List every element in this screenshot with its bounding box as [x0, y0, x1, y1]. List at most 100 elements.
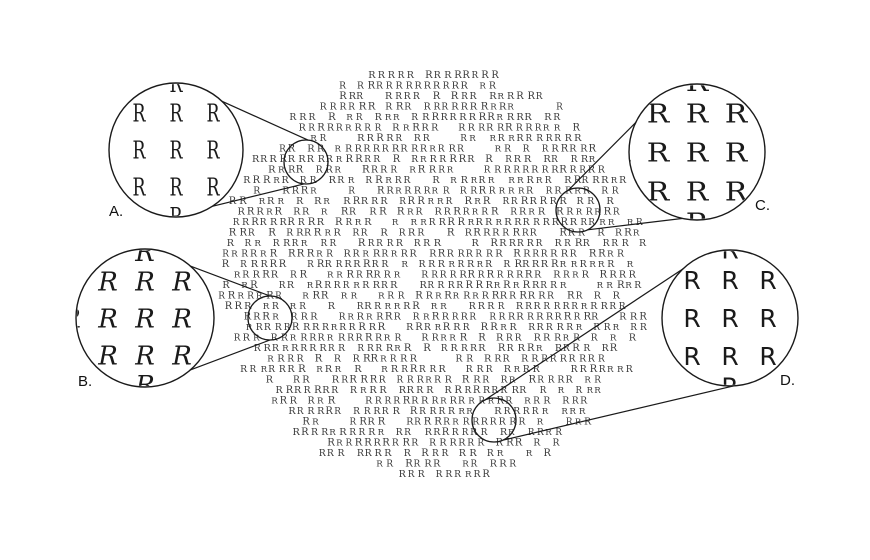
cloud-letter: R	[349, 428, 356, 438]
cloud-letter: R	[458, 260, 465, 270]
cloud-letter: R	[452, 81, 460, 92]
cloud-letter: R	[450, 112, 458, 123]
cloud-letter: R	[466, 365, 474, 375]
cloud-letter: R	[494, 281, 501, 291]
cloud-letter: R	[404, 102, 412, 113]
cloud-letter: R	[471, 460, 478, 470]
cloud-letter: R	[234, 271, 241, 281]
cloud-letter: R	[615, 228, 623, 239]
cloud-letter: R	[253, 312, 261, 323]
cloud-letter: R	[424, 187, 431, 197]
cloud-letter: R	[391, 364, 399, 375]
magnified-letter: R	[97, 267, 118, 297]
cloud-letter: R	[502, 229, 509, 239]
cloud-letter: R	[359, 428, 366, 438]
cloud-letter: R	[369, 207, 377, 218]
cloud-letter: R	[310, 312, 318, 323]
cloud-letter: R	[594, 386, 601, 396]
cloud-letter: R	[292, 186, 300, 197]
cloud-letter: R	[279, 145, 286, 155]
cloud-letter: R	[364, 124, 371, 134]
cloud-letter: R	[309, 343, 317, 354]
cloud-letter: R	[450, 396, 458, 407]
cloud-letter: R	[494, 166, 501, 176]
cloud-letter: R	[387, 292, 394, 302]
cloud-letter: R	[624, 228, 632, 239]
cloud-letter: R	[468, 123, 476, 134]
cloud-letter: R	[448, 281, 456, 291]
cloud-letter: R	[321, 427, 329, 438]
cloud-letter: R	[481, 208, 489, 218]
cloud-letter: R	[512, 385, 520, 396]
cloud-letter: R	[273, 239, 281, 249]
cloud-letter: R	[235, 301, 243, 312]
cloud-letter: R	[594, 208, 601, 218]
cloud-letter: R	[307, 154, 315, 165]
cloud-letter: R	[517, 239, 524, 249]
cloud-letter: R	[378, 70, 386, 81]
cloud-letter: R	[304, 228, 312, 239]
cloud-letter: R	[607, 365, 614, 375]
cloud-letter: R	[487, 270, 495, 281]
cloud-letter: R	[491, 70, 499, 81]
cloud-letter: R	[433, 81, 441, 92]
cloud-letter: R	[364, 217, 372, 228]
cloud-letter: R	[425, 427, 433, 438]
cloud-letter: R	[339, 82, 347, 92]
cloud-letter: R	[509, 376, 516, 386]
cloud-letter: R	[363, 354, 371, 365]
cloud-letter: R	[426, 385, 434, 396]
cloud-letter: R	[554, 333, 562, 344]
magnified-letter: R	[132, 100, 146, 128]
magnified-edge-letter: R	[721, 236, 738, 265]
cloud-letter: R	[417, 196, 425, 207]
cloud-letter: R	[467, 259, 475, 270]
cloud-letter: R	[421, 448, 429, 459]
cloud-letter: R	[492, 228, 500, 239]
cloud-letter: R	[523, 280, 531, 291]
magnified-letter: R	[169, 137, 183, 165]
cloud-letter: R	[419, 365, 426, 375]
cloud-letter: R	[426, 291, 434, 302]
cloud-letter: R	[253, 186, 261, 197]
cloud-letter: R	[630, 323, 637, 333]
cloud-letter: R	[241, 250, 248, 260]
cloud-letter: R	[598, 260, 605, 270]
cloud-letter: R	[384, 270, 392, 281]
cloud-letter: R	[583, 186, 591, 197]
cloud-letter: R	[508, 176, 515, 186]
cloud-letter: R	[354, 364, 362, 375]
cloud-letter: R	[625, 281, 632, 291]
cloud-letter: R	[504, 407, 512, 417]
cloud-letter: R	[617, 365, 624, 375]
cloud-letter: R	[483, 196, 491, 207]
cloud-letter: R	[435, 207, 443, 218]
cloud-letter: R	[262, 312, 270, 323]
cloud-letter: R	[481, 417, 489, 428]
cloud-letter: R	[400, 354, 408, 365]
cloud-letter: R	[407, 376, 414, 386]
magnified-letter: R	[686, 98, 709, 129]
cloud-letter: R	[564, 175, 572, 186]
cloud-letter: R	[433, 91, 441, 102]
magnified-letter: R	[169, 100, 183, 128]
cloud-letter: R	[266, 208, 273, 218]
cloud-letter: R	[395, 92, 402, 102]
cloud-letter: R	[419, 407, 426, 417]
cloud-letter: R	[415, 81, 423, 92]
cloud-letter: R	[619, 270, 627, 281]
cloud-letter: R	[478, 343, 486, 354]
cloud-letter: R	[447, 249, 455, 260]
cloud-letter: R	[304, 385, 312, 396]
cloud-letter: R	[343, 281, 350, 291]
cloud-letter: R	[473, 375, 481, 386]
magnified-letter: R	[686, 176, 709, 207]
magnified-letter: R	[683, 342, 700, 371]
cloud-letter: R	[222, 250, 229, 260]
cloud-letter: R	[629, 333, 637, 344]
cloud-letter: R	[411, 144, 419, 155]
cloud-letter: R	[348, 187, 355, 197]
cloud-letter: R	[519, 385, 527, 396]
cloud-letter: R	[408, 470, 415, 480]
